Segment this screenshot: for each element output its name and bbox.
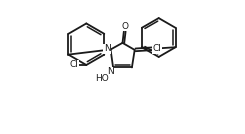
Text: HO: HO — [95, 74, 109, 83]
Text: O: O — [121, 22, 128, 31]
Text: N: N — [107, 67, 113, 76]
Text: N: N — [104, 44, 110, 53]
Text: Cl: Cl — [153, 44, 161, 53]
Text: Cl: Cl — [70, 60, 79, 70]
